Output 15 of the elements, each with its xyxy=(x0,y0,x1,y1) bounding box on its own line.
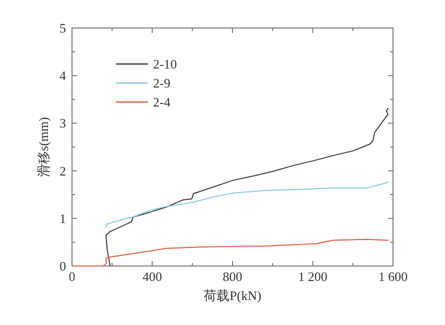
x-tick-label: 1 600 xyxy=(378,269,408,284)
legend-label: 2-9 xyxy=(153,76,170,90)
y-tick-label: 0 xyxy=(60,258,66,274)
y-tick-label: 1 xyxy=(60,210,66,226)
x-tick-label: 400 xyxy=(142,269,162,284)
y-tick-label: 5 xyxy=(60,20,66,36)
y-tick-label: 4 xyxy=(60,68,66,84)
x-tick-label: 800 xyxy=(222,269,242,284)
y-tick-label: 2 xyxy=(60,163,66,178)
x-tick-label: 1 200 xyxy=(298,269,328,284)
legend-label: 2-10 xyxy=(153,56,177,72)
x-axis-title: 荷载P(kN) xyxy=(204,288,262,303)
legend-label: 2-4 xyxy=(153,94,171,110)
y-tick-label: 3 xyxy=(60,116,66,131)
y-axis-title: 滑移s(mm) xyxy=(36,117,51,177)
